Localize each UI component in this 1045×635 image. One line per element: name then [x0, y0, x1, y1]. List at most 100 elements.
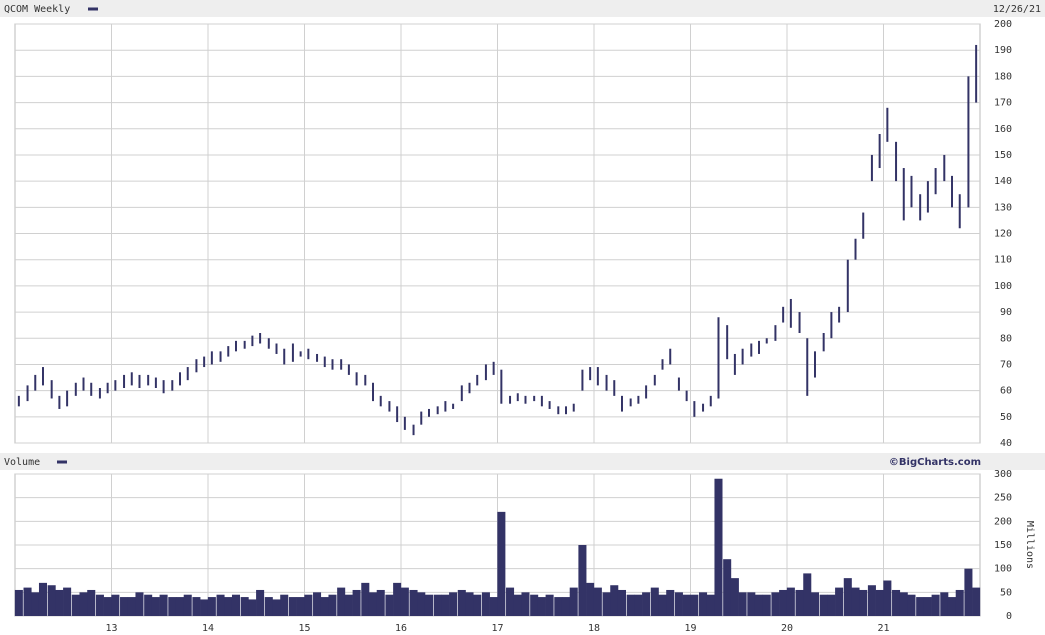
volume-bar [537, 597, 546, 616]
x-tick-label: 18 [588, 623, 600, 634]
volume-bar [730, 578, 739, 616]
volume-bar [931, 594, 940, 616]
volume-bar [192, 597, 201, 616]
y-tick-label: 190 [994, 45, 1012, 56]
x-tick-label: 14 [202, 623, 214, 634]
y-tick-label: 0 [1006, 611, 1012, 622]
volume-bar [409, 589, 418, 616]
y-tick-label: 180 [994, 71, 1012, 82]
x-tick-label: 20 [781, 623, 793, 634]
volume-bar [481, 592, 490, 616]
volume-bar [151, 597, 160, 616]
volume-bar [666, 589, 675, 616]
volume-bar [819, 594, 828, 616]
y-tick-label: 50 [1000, 412, 1012, 423]
volume-bar [602, 592, 611, 616]
volume-bar [313, 592, 322, 616]
volume-bar [682, 594, 691, 616]
volume-bar [754, 594, 764, 616]
volume-bar [617, 589, 627, 616]
volume-bar [79, 592, 88, 616]
volume-bar [843, 578, 852, 616]
volume-bar [899, 592, 908, 616]
volume-bar [95, 594, 104, 616]
volume-bar [120, 597, 129, 616]
volume-bar [771, 592, 780, 616]
volume-bar [530, 594, 539, 616]
volume-bar [658, 594, 667, 616]
header-strip [0, 0, 1045, 17]
volume-bar [578, 545, 587, 616]
volume-bar [111, 594, 120, 616]
volume-bar [385, 594, 394, 616]
volume-bar [47, 585, 56, 616]
y-tick-label: 170 [994, 98, 1012, 109]
volume-bar [867, 585, 876, 616]
y-tick-label: 110 [994, 255, 1012, 266]
volume-bar [674, 592, 683, 616]
volume-bar [159, 594, 168, 616]
volume-bar [875, 589, 884, 616]
volume-bar [513, 594, 522, 616]
y-tick-label: 200 [994, 516, 1012, 527]
volume-bar [747, 592, 756, 616]
y-tick-label: 80 [1000, 333, 1012, 344]
volume-bar [827, 594, 836, 616]
volume-bar [489, 597, 498, 616]
volume-bar [964, 568, 973, 616]
volume-bar [272, 599, 281, 616]
volume-bar [714, 478, 723, 616]
volume-bar [859, 589, 868, 616]
volume-bar [947, 597, 957, 616]
credit: ©BigCharts.com [889, 457, 981, 468]
volume-bar [400, 587, 409, 616]
volume-bar [521, 592, 530, 616]
y-tick-label: 100 [994, 281, 1012, 292]
volume-bar [224, 597, 233, 616]
y-tick-label: 250 [994, 493, 1012, 504]
volume-bar [972, 587, 981, 616]
volume-bar [393, 582, 402, 616]
legend-label: QCOM Weekly [4, 4, 70, 15]
volume-bar [441, 594, 450, 616]
volume-bar [762, 594, 771, 616]
volume-bar [344, 594, 353, 616]
volume-bar [779, 589, 788, 616]
volume-bar [569, 587, 578, 616]
volume-bar [545, 594, 554, 616]
volume-bar [256, 589, 265, 616]
volume-bar [803, 573, 812, 616]
volume-bar [424, 594, 434, 616]
volume-bar [699, 592, 708, 616]
y-tick-label: 300 [994, 469, 1012, 480]
volume-bar [593, 587, 602, 616]
volume-bar [706, 594, 715, 616]
volume-bar [144, 594, 153, 616]
volume-bar [320, 597, 329, 616]
y-tick-label: 120 [994, 229, 1012, 240]
volume-bar [71, 594, 80, 616]
volume-bar [168, 597, 177, 616]
volume-bar [473, 594, 482, 616]
y-tick-label: 130 [994, 202, 1012, 213]
y-tick-label: 160 [994, 124, 1012, 135]
date-label: 12/26/21 [993, 4, 1041, 15]
volume-bar [87, 589, 96, 616]
volume-bar [264, 597, 273, 616]
volume-bar [883, 580, 892, 616]
volume-bar [916, 597, 925, 616]
volume-bar [296, 597, 305, 616]
volume-bar [626, 594, 635, 616]
volume-bar [207, 597, 216, 616]
volume-bar [175, 597, 185, 616]
volume-bar [457, 589, 466, 616]
x-tick-label: 13 [105, 623, 117, 634]
volume-bar [433, 594, 442, 616]
volume-bar [304, 594, 313, 616]
volume-bar [368, 592, 378, 616]
volume-bar [361, 582, 370, 616]
volume-bar [940, 592, 949, 616]
volume-bar [103, 597, 112, 616]
volume-bar [955, 589, 964, 616]
